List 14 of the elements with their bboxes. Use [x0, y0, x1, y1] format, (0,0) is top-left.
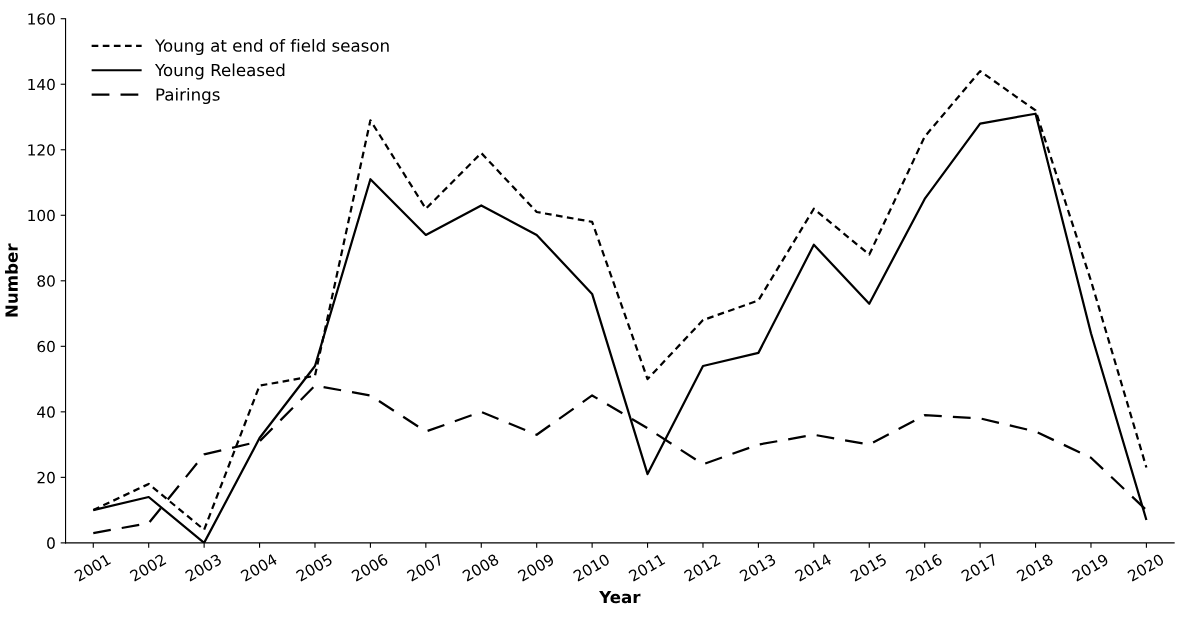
- legend-label: Young at end of field season: [154, 38, 389, 56]
- y-tick-label: 40: [37, 406, 55, 418]
- legend-label: Pairings: [156, 87, 220, 105]
- y-tick-label: 60: [37, 340, 55, 353]
- y-tick-label: 120: [28, 144, 55, 156]
- y-tick-label: 100: [28, 209, 55, 222]
- y-tick-label: 0: [47, 537, 55, 549]
- y-tick-label: 80: [37, 275, 55, 287]
- y-tick-label: 140: [28, 78, 55, 91]
- y-tick-label: 20: [37, 471, 55, 484]
- y-axis-title: Number: [4, 243, 18, 317]
- legend-label: Young Released: [154, 63, 285, 80]
- y-tick-label: 160: [28, 13, 55, 25]
- x-axis-title: Year: [599, 590, 641, 604]
